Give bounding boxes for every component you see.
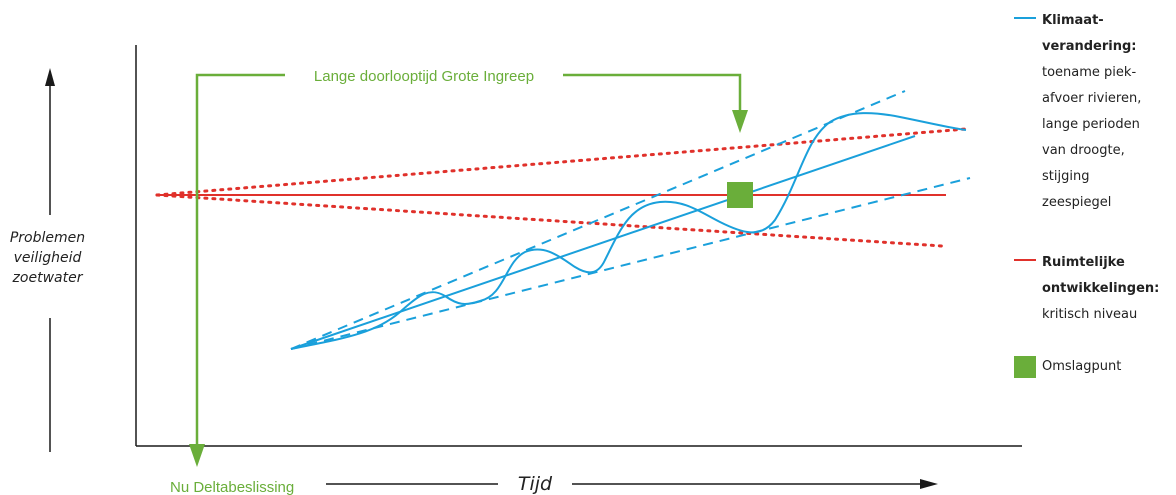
lead-time-label: Lange doorlooptijd Grote Ingreep — [314, 68, 534, 85]
now-decision-label: Nu Deltabeslissing — [170, 479, 294, 495]
lead-time-bracket — [195, 73, 742, 446]
y-label-line: veiligheid — [13, 250, 82, 266]
legend-item-ruimtelijk: Ruimtelijke ontwikkelingen: kritisch niv… — [1014, 250, 1174, 328]
legend-title-line: Ruimtelijke — [1042, 255, 1125, 270]
legend-blue-swatch — [1014, 17, 1036, 19]
y-label-line: zoetwater — [12, 270, 83, 286]
legend-title-line: ontwikkelingen: — [1042, 281, 1160, 296]
red-dotted-upper — [155, 127, 968, 197]
legend-line: zeespiegel — [1042, 195, 1112, 210]
legend-ruimtelijk-text: Ruimtelijke ontwikkelingen: kritisch niv… — [1042, 250, 1174, 328]
climate-wave-curve — [290, 112, 967, 350]
legend-item-klimaat: Klimaat- verandering: toename piek- afvo… — [1014, 8, 1174, 216]
lead-time-arrow-head — [732, 110, 748, 133]
legend-line: kritisch niveau — [1042, 307, 1138, 322]
legend-line: toename piek- — [1042, 65, 1137, 80]
lead-time-label-bg — [285, 64, 563, 86]
y-label-line: Problemen — [9, 230, 86, 246]
climate-trend-line — [290, 135, 916, 350]
climate-dashed-upper — [290, 90, 906, 350]
x-axis-label: Tijd — [518, 473, 553, 495]
now-arrow-head — [189, 444, 205, 467]
legend-line: van droogte, — [1042, 143, 1125, 158]
red-dotted-lower — [155, 193, 944, 248]
legend-item-omslagpunt: Omslagpunt — [1014, 356, 1174, 378]
legend-title-line: verandering: — [1042, 39, 1137, 54]
legend-line: afvoer rivieren, — [1042, 91, 1142, 106]
legend-omslagpunt-label: Omslagpunt — [1042, 359, 1122, 374]
omslagpunt-marker — [727, 182, 753, 208]
legend-line: lange perioden — [1042, 117, 1140, 132]
legend-klimaat-text: Klimaat- verandering: toename piek- afvo… — [1042, 8, 1174, 216]
legend-title-line: Klimaat- — [1042, 13, 1104, 28]
climate-dashed-lower — [290, 177, 971, 350]
y-axis-label: Problemen veiligheid zoetwater — [0, 228, 95, 288]
legend-green-swatch — [1014, 356, 1036, 378]
x-arrow-head — [920, 479, 938, 489]
y-arrow-head — [45, 68, 55, 86]
legend-red-swatch — [1014, 259, 1036, 261]
legend-line: stijging — [1042, 169, 1090, 184]
